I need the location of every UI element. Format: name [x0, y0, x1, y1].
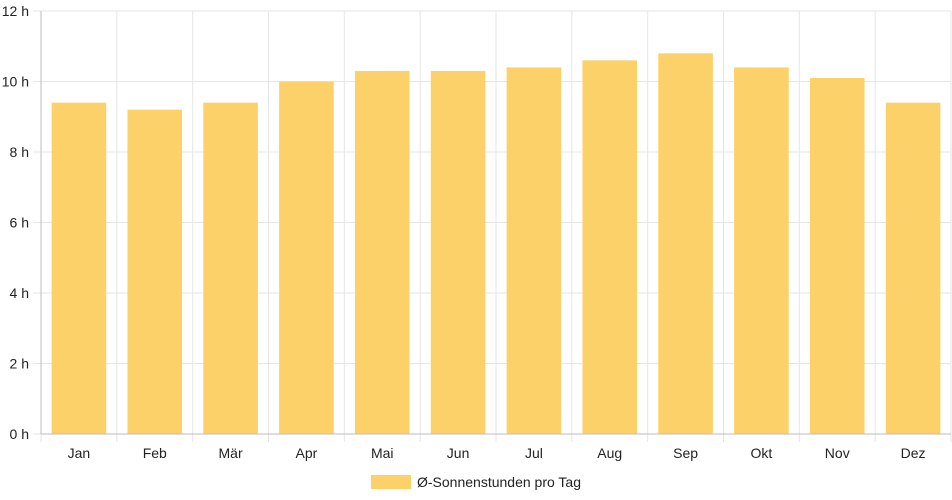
x-tick-label: Jun	[447, 445, 470, 461]
x-tick-label: Okt	[751, 445, 773, 461]
bar-aug	[582, 60, 638, 434]
bar-jan	[51, 102, 107, 435]
y-tick-label: 6 h	[10, 215, 29, 231]
bar-sep	[658, 53, 713, 435]
bars	[51, 53, 941, 435]
bar-jul	[506, 67, 562, 435]
x-tick-label: Jan	[68, 445, 91, 461]
legend-label: Ø-Sonnenstunden pro Tag	[417, 474, 581, 490]
y-tick-label: 8 h	[10, 144, 29, 160]
x-tick-label: Mär	[219, 445, 243, 461]
x-tick-label: Apr	[296, 445, 318, 461]
x-tick-label: Mai	[371, 445, 394, 461]
legend[interactable]: Ø-Sonnenstunden pro Tag	[0, 472, 952, 492]
bar-chart: 0 h 2 h 4 h 6 h 8 h 10 h 12 h Jan Feb Mär Apr Mai Ju…	[2, 3, 952, 461]
bar-feb	[127, 109, 183, 434]
x-tick-label: Sep	[673, 445, 698, 461]
x-tick-label: Nov	[825, 445, 850, 461]
x-tick-label: Dez	[901, 445, 926, 461]
bar-okt	[734, 67, 789, 435]
bar-dez	[885, 102, 941, 435]
y-tick-label: 2 h	[10, 356, 29, 372]
y-tick-label: 10 h	[2, 74, 29, 90]
y-tick-label: 12 h	[2, 3, 29, 19]
bar-nov	[809, 77, 865, 434]
y-tick-label: 4 h	[10, 285, 29, 301]
x-tick-label: Jul	[525, 445, 543, 461]
legend-swatch	[371, 475, 411, 489]
bar-apr	[279, 81, 334, 434]
bar-mai	[354, 70, 410, 435]
x-tick-label: Feb	[143, 445, 167, 461]
gridlines	[33, 10, 952, 442]
bar-jun	[430, 70, 486, 435]
bar-mär	[203, 102, 258, 435]
axes: 0 h 2 h 4 h 6 h 8 h 10 h 12 h Jan Feb Mär Apr Mai Ju…	[2, 3, 951, 461]
x-tick-label: Aug	[597, 445, 622, 461]
y-tick-label: 0 h	[10, 426, 29, 442]
